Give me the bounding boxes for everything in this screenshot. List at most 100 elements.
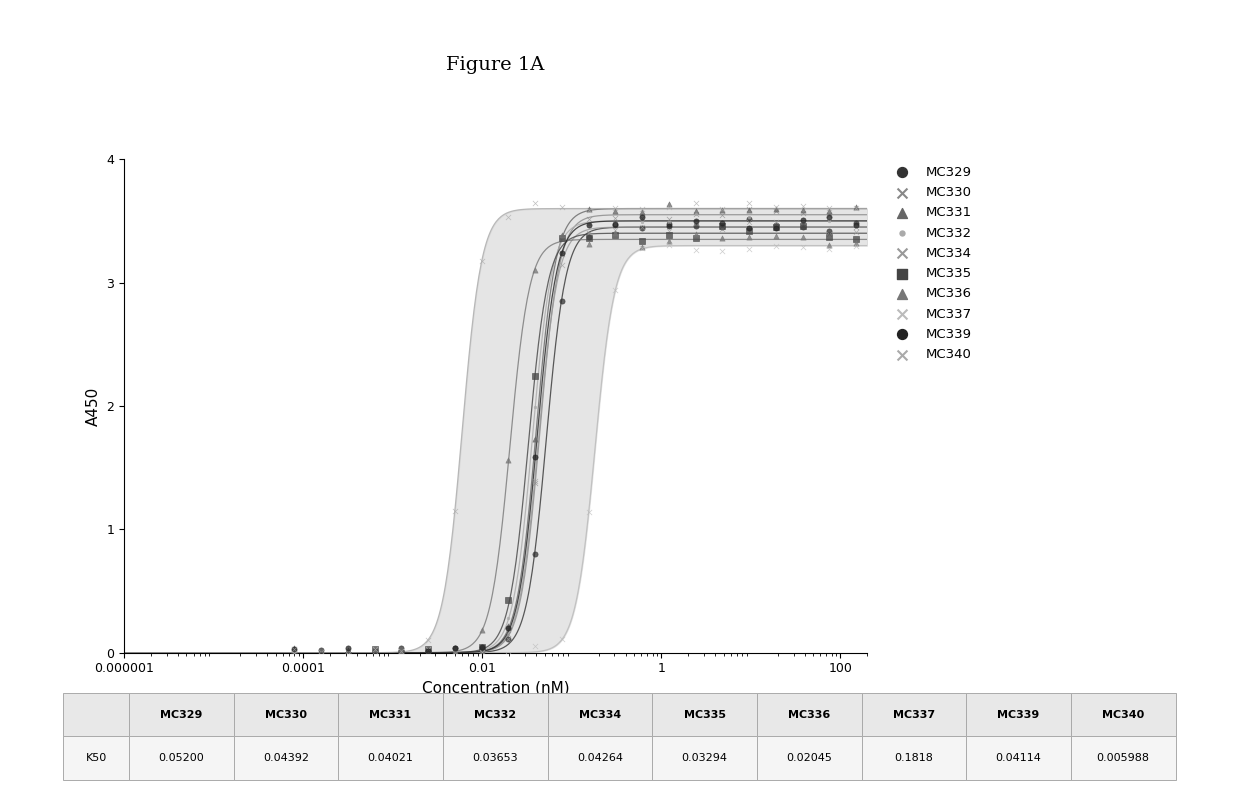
- Point: [392, 647, 411, 660]
- Point: [606, 205, 626, 217]
- Point: [632, 212, 652, 224]
- Point: [579, 219, 598, 232]
- Point: [819, 209, 839, 222]
- Point: [445, 645, 465, 657]
- Point: [740, 215, 760, 228]
- Point: [551, 232, 571, 244]
- Point: [846, 220, 866, 233]
- Point: [766, 230, 786, 243]
- Point: [793, 230, 813, 243]
- Point: [338, 649, 358, 661]
- Point: [606, 227, 626, 240]
- Point: [364, 642, 384, 655]
- Point: [579, 204, 598, 217]
- Point: [632, 220, 652, 233]
- Point: [846, 201, 866, 214]
- Point: [525, 400, 545, 413]
- Point: [766, 215, 786, 228]
- Point: [551, 633, 571, 646]
- Point: [392, 645, 411, 657]
- Point: [472, 642, 492, 655]
- Point: [659, 213, 679, 226]
- Point: [525, 369, 545, 382]
- Point: [472, 641, 492, 654]
- Point: [364, 645, 384, 657]
- Point: [579, 231, 598, 244]
- Point: [632, 210, 652, 223]
- Point: [525, 548, 545, 560]
- Point: [392, 646, 411, 658]
- Point: [579, 218, 598, 231]
- Point: [579, 203, 598, 216]
- Point: [551, 248, 571, 260]
- Point: [685, 215, 705, 228]
- Point: [659, 197, 679, 210]
- Y-axis label: A450: A450: [85, 386, 100, 426]
- Point: [311, 646, 331, 658]
- Point: [766, 221, 786, 234]
- Point: [525, 640, 545, 653]
- Point: [606, 217, 626, 230]
- Point: [846, 220, 866, 232]
- Point: [606, 219, 626, 232]
- Point: [472, 255, 492, 267]
- Point: [472, 624, 492, 637]
- Point: [685, 196, 705, 209]
- Point: [606, 201, 626, 214]
- Point: [338, 642, 358, 655]
- Point: [740, 222, 760, 235]
- Point: [632, 242, 652, 255]
- Point: [766, 240, 786, 252]
- Point: [419, 642, 439, 655]
- Point: [740, 211, 760, 224]
- Point: [846, 219, 866, 232]
- Point: [311, 643, 331, 656]
- Point: [338, 644, 358, 657]
- Point: [659, 228, 679, 241]
- Point: [766, 205, 786, 217]
- Point: [819, 238, 839, 251]
- Point: [685, 220, 705, 232]
- Point: [606, 229, 626, 242]
- Point: [793, 240, 813, 253]
- Point: [551, 201, 571, 213]
- Point: [285, 643, 305, 656]
- Point: [392, 650, 411, 663]
- Point: [819, 243, 839, 256]
- Point: [364, 642, 384, 655]
- Point: [579, 232, 598, 244]
- Point: [579, 227, 598, 240]
- Point: [740, 230, 760, 243]
- Point: [285, 653, 305, 665]
- Point: [392, 652, 411, 665]
- Point: [525, 451, 545, 463]
- Point: [525, 477, 545, 490]
- Point: [551, 295, 571, 307]
- Point: [793, 220, 813, 233]
- Point: [311, 650, 331, 663]
- Point: [712, 222, 732, 235]
- Point: [419, 645, 439, 657]
- Point: [712, 217, 732, 229]
- Point: [419, 643, 439, 656]
- Point: [472, 644, 492, 657]
- Point: [846, 201, 866, 213]
- Point: [445, 642, 465, 654]
- Point: [472, 649, 492, 661]
- Point: [740, 203, 760, 216]
- Point: [659, 224, 679, 237]
- Point: [819, 211, 839, 224]
- Point: [740, 224, 760, 237]
- X-axis label: Concentration (nM): Concentration (nM): [421, 681, 570, 696]
- Point: [793, 213, 813, 226]
- Point: [525, 433, 545, 446]
- Point: [472, 641, 492, 654]
- Point: [659, 238, 679, 251]
- Point: [498, 619, 518, 632]
- Point: [311, 647, 331, 660]
- Point: [311, 646, 331, 659]
- Point: [419, 646, 439, 659]
- Point: [419, 651, 439, 664]
- Point: [712, 203, 732, 216]
- Point: [766, 220, 786, 232]
